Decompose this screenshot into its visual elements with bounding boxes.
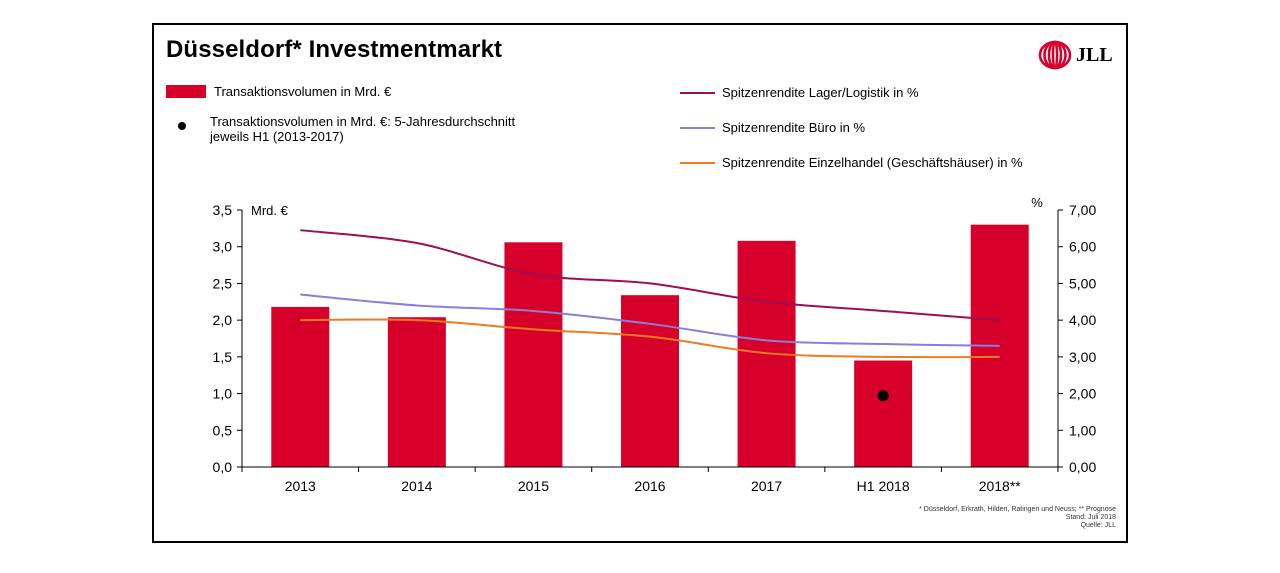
- y-right-tick-label: 0,00: [1069, 459, 1096, 475]
- legend-dot-label: Transaktionsvolumen in Mrd. €: 5-Jahresd…: [210, 114, 516, 144]
- legend-logistik-line: [680, 92, 715, 94]
- footnote-date: Stand: Juli 2018: [1065, 514, 1116, 521]
- y-right-tick-label: 2,00: [1069, 386, 1096, 402]
- footnote: * Düsseldorf, Erkrath, Hilden, Ratingen …: [919, 506, 1116, 530]
- legend-buero-label: Spitzenrendite Büro in %: [722, 120, 866, 135]
- legend-einzelhandel-label: Spitzenrendite Einzelhandel (Geschäftshä…: [722, 155, 1023, 170]
- y-right-tick-label: 7,00: [1069, 202, 1096, 218]
- bar-h1-2018: [854, 360, 913, 467]
- x-tick-label: 2013: [285, 478, 316, 494]
- legend-einzelhandel: Spitzenrendite Einzelhandel (Geschäftshä…: [680, 155, 1023, 170]
- legend-logistik-label: Spitzenrendite Lager/Logistik in %: [722, 85, 919, 100]
- y-right-tick-label: 3,00: [1069, 349, 1096, 365]
- x-tick-label: 2015: [518, 478, 549, 494]
- legend-bar-swatch: [166, 85, 206, 98]
- footnote-source: Quelle: JLL: [1080, 522, 1116, 529]
- legend-einzelhandel-line: [680, 162, 715, 164]
- y-left-tick-label: 2,0: [213, 312, 233, 328]
- y-left-tick-label: 0,5: [213, 422, 233, 438]
- x-tick-label: H1 2018: [857, 478, 910, 494]
- avg-dot: [877, 390, 889, 402]
- y-left-tick-label: 0,0: [213, 459, 233, 475]
- legend-bar-label: Transaktionsvolumen in Mrd. €: [214, 84, 392, 99]
- x-tick-label: 2017: [751, 478, 782, 494]
- legend-dot-marker: [178, 122, 186, 130]
- y-left-unit-label: Mrd. €: [251, 203, 289, 218]
- chart-title: Düsseldorf* Investmentmarkt: [166, 36, 503, 63]
- y-left-tick-label: 3,5: [213, 202, 233, 218]
- y-left-tick-label: 1,5: [213, 349, 233, 365]
- y-left-tick-label: 2,5: [213, 275, 233, 291]
- y-right-tick-label: 4,00: [1069, 312, 1096, 328]
- line-einzelhandel: [300, 318, 1000, 359]
- y-left-tick-label: 3,0: [213, 239, 233, 255]
- line-buero: [300, 293, 1000, 347]
- legend-buero: Spitzenrendite Büro in %: [680, 120, 865, 135]
- logo-text: JLL: [1076, 43, 1113, 66]
- legend-dot: Transaktionsvolumen in Mrd. €: 5-Jahresd…: [178, 114, 515, 144]
- x-tick-label: 2018**: [979, 478, 1022, 494]
- x-tick-label: 2016: [634, 478, 665, 494]
- legend-logistik: Spitzenrendite Lager/Logistik in %: [680, 85, 919, 100]
- legend-bar: Transaktionsvolumen in Mrd. €: [166, 84, 391, 99]
- bar-2015: [504, 242, 563, 467]
- jll-logo-icon: [1038, 40, 1072, 70]
- bar-2013: [271, 306, 330, 467]
- y-right-tick-label: 5,00: [1069, 275, 1096, 291]
- jll-logo: JLL: [1038, 40, 1113, 70]
- x-tick-label: 2014: [401, 478, 432, 494]
- bar-2014: [387, 317, 446, 467]
- y-right-unit-label: %: [1031, 195, 1043, 210]
- line-logistik: [300, 229, 1000, 322]
- legend-buero-line: [680, 127, 715, 129]
- y-right-tick-label: 1,00: [1069, 422, 1096, 438]
- y-left-tick-label: 1,0: [213, 386, 233, 402]
- y-right-tick-label: 6,00: [1069, 239, 1096, 255]
- footnote-regions: * Düsseldorf, Erkrath, Hilden, Ratingen …: [919, 506, 1116, 513]
